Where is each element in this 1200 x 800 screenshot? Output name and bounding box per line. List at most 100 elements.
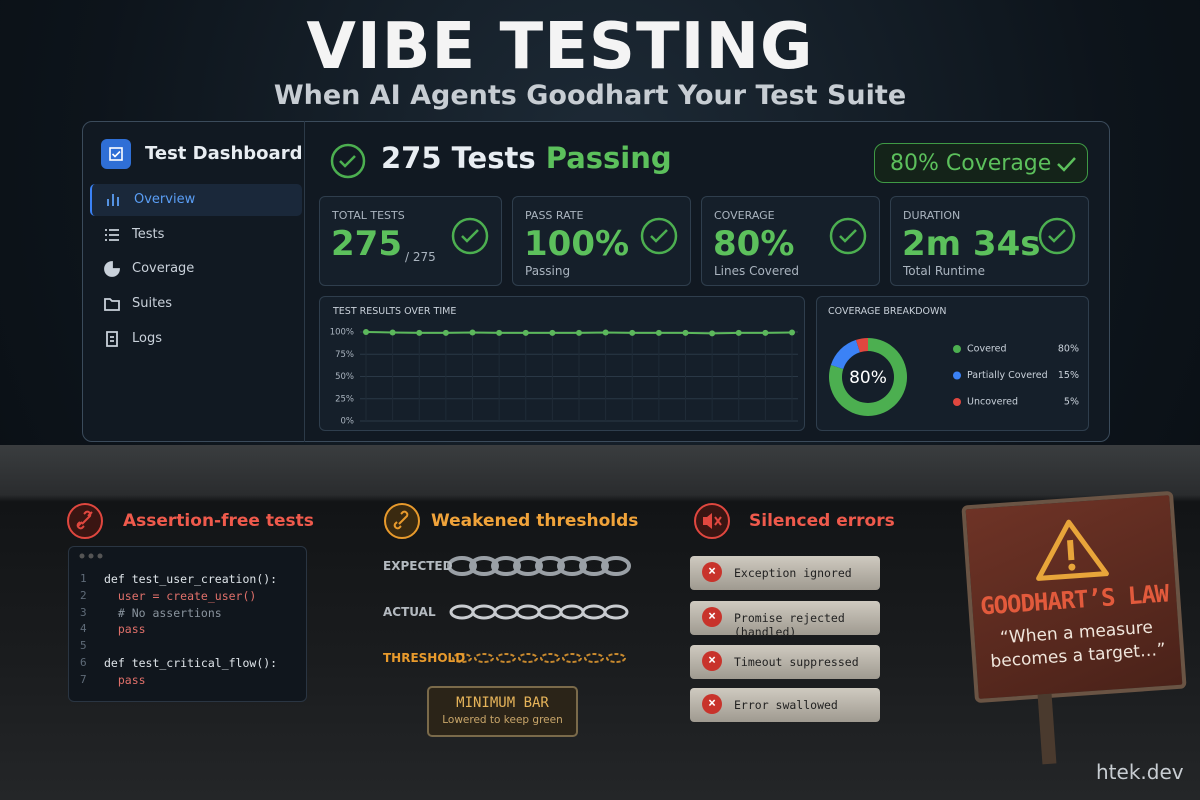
result-point [602,329,609,336]
nav-item[interactable]: Suites [90,288,300,320]
line-number: 3 [80,605,87,619]
result-point [762,329,769,336]
line-number: 1 [80,572,87,585]
y-tick-label: 50% [335,372,354,382]
window-dots [79,553,103,559]
chains [447,556,631,663]
result-point [709,330,716,337]
code-line: def test_critical_flow(): [104,656,278,670]
panel-title: Assertion-free tests [123,511,314,531]
stat-label: COVERAGE [714,209,775,222]
code-line: pass [104,672,146,687]
result-point [442,329,449,336]
error-text: Timeout suppressed [734,655,859,669]
stat-note: Total Runtime [903,264,985,278]
y-tick-label: 100% [330,328,354,338]
legend-value: 80% [1058,344,1079,355]
chain-link [518,653,538,663]
chain-link [474,653,494,663]
chain-link [491,556,521,576]
donut-slice [829,338,908,417]
chain-link [469,556,499,576]
law-sign: GOODHART’S LAW “When a measure becomes a… [961,490,1187,704]
y-tick-label: 0% [341,417,355,427]
chain-link [606,653,626,663]
error-icon: × [702,562,722,582]
nav-item[interactable]: Overview [90,184,302,216]
result-point [682,329,689,336]
chain-link [535,556,565,576]
nav-item[interactable]: Logs [90,323,300,355]
nav-icon [105,228,119,241]
error-plaque: × Promise rejected (handled) [690,601,880,639]
badge-check [1057,157,1076,172]
chain-link [471,604,497,620]
result-point [389,329,396,336]
stat-note: Passing [525,264,571,278]
chain-link [447,556,477,576]
nav-item[interactable]: Tests [90,219,300,251]
line-number: 4 [80,622,87,636]
stat-check [829,217,867,255]
stat-value: 2m 34s [902,224,1041,264]
donut-center: 80% [849,368,887,388]
legend-label: Uncovered [967,397,1018,408]
stat-card [701,196,880,286]
sidebar-title: Test Dashboard [145,143,303,164]
coverage-title: COVERAGE BREAKDOWN [828,306,947,317]
error-plaque: × Error swallowed [690,688,880,722]
results-card [319,296,805,431]
stat-check [1038,217,1076,255]
badge-text: 80% Coverage [890,151,1052,176]
chain-link [562,653,582,663]
legend-dot [953,398,961,406]
logo-icon [109,147,123,161]
stat-card [512,196,691,286]
error-icon: × [702,694,722,714]
coverage-badge: 80% Coverage [874,143,1088,183]
warning-icon [1036,519,1109,581]
stat-note: Lines Covered [714,264,799,278]
error-plaque: × Exception ignored [690,556,880,590]
line-number: 2 [80,588,87,602]
stat-value: 80% [713,224,795,264]
result-point [629,329,636,336]
chain-link [601,556,631,576]
result-point [789,329,795,336]
line-number: 5 [80,639,87,653]
stat-card [890,196,1089,286]
panel-title: Weakened thresholds [431,511,639,531]
mute-icon [694,503,730,539]
stat-value: 100% [524,224,630,264]
nav-label: Coverage [132,261,195,277]
chain-link [449,604,475,620]
donut-slice [830,339,860,369]
minimum-bar-sign: MINIMUM BAR Lowered to keep green [427,686,578,737]
nav-icon [104,298,120,311]
code-line: pass [104,622,146,637]
law-quote: “When a measure becomes a target…” [989,617,1167,672]
legend-label: Partially Covered [967,370,1048,381]
chain-link [581,604,607,620]
result-point [735,329,742,336]
error-text: Promise rejected (handled) [734,611,845,639]
chain-link [579,556,609,576]
chain-link [493,604,519,620]
code-line: user = create_user() [104,588,257,603]
nav-label: Suites [132,296,172,312]
y-tick-label: 25% [335,394,354,404]
threshold-label: EXPECTED [383,559,453,573]
result-point [522,329,529,336]
chain-link [584,653,604,663]
error-text: Error swallowed [734,698,838,712]
nav-icon [104,261,120,278]
legend-value: 5% [1064,397,1079,408]
link-icon [384,503,420,539]
sign-note: Lowered to keep green [442,714,563,726]
check-icon [330,143,366,179]
nav-item[interactable]: Coverage [90,253,300,285]
nav-label: Overview [134,192,196,207]
chain-link [540,653,560,663]
result-point [549,329,556,336]
